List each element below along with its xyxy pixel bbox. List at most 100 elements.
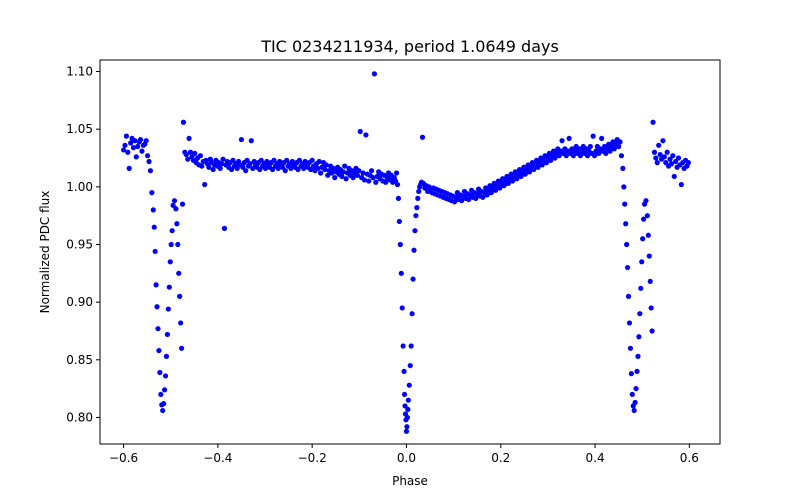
- data-point: [404, 414, 411, 421]
- data-point: [484, 192, 490, 198]
- data-point: [514, 176, 520, 182]
- data-point: [284, 157, 290, 163]
- x-axis-ticks: −0.6 −0.4 −0.2 0.0 0.2 0.4 0.6: [109, 444, 699, 465]
- data-point: [395, 195, 402, 201]
- data-point: [584, 153, 591, 159]
- x-axis-label: Phase: [392, 474, 428, 488]
- data-point: [243, 168, 249, 174]
- x-tick-label: −0.4: [203, 451, 232, 465]
- data-point: [624, 241, 630, 248]
- data-point: [176, 270, 182, 276]
- data-point: [168, 241, 174, 248]
- data-point: [670, 153, 676, 159]
- data-point: [122, 142, 128, 148]
- y-axis-ticks: 0.80 0.85 0.90 0.95 1.00 1.05 1.10: [66, 65, 100, 424]
- data-point: [180, 119, 187, 125]
- data-point: [157, 369, 163, 376]
- data-point: [154, 304, 160, 310]
- y-tick-label: 1.05: [66, 122, 93, 136]
- data-point: [411, 247, 417, 253]
- data-point: [183, 151, 189, 158]
- data-point: [238, 136, 245, 143]
- data-point: [230, 157, 236, 163]
- data-point: [269, 166, 276, 173]
- data-point: [217, 165, 223, 171]
- data-point: [309, 157, 315, 163]
- data-point: [162, 373, 169, 379]
- data-point: [363, 132, 369, 138]
- data-point: [357, 128, 363, 135]
- data-point: [402, 403, 408, 409]
- data-point: [394, 181, 401, 188]
- data-point: [570, 153, 576, 159]
- data-point: [164, 331, 171, 338]
- plot-frame: [99, 59, 721, 445]
- data-point: [339, 173, 345, 180]
- y-tick-label: 1.00: [66, 180, 93, 194]
- data-point: [361, 177, 368, 183]
- data-point: [412, 228, 418, 234]
- data-point: [275, 165, 281, 171]
- data-point: [590, 133, 596, 139]
- data-point: [366, 178, 372, 184]
- data-point: [405, 406, 411, 413]
- data-point: [577, 153, 584, 159]
- data-point: [322, 166, 328, 173]
- data-point: [383, 179, 389, 185]
- data-point: [371, 71, 377, 77]
- data-point: [621, 184, 627, 190]
- data-point: [622, 201, 628, 207]
- data-point: [197, 153, 204, 159]
- data-point: [603, 150, 609, 157]
- data-point: [316, 158, 322, 165]
- x-tick-label: 0.0: [397, 451, 416, 465]
- data-point: [657, 151, 663, 158]
- data-point: [492, 187, 499, 193]
- data-point: [301, 165, 307, 171]
- data-point: [250, 165, 256, 171]
- data-point: [199, 163, 205, 169]
- data-point: [535, 164, 541, 170]
- data-point: [668, 161, 675, 167]
- data-point: [120, 147, 127, 153]
- data-point: [132, 138, 138, 144]
- data-point: [403, 428, 410, 434]
- data-point: [295, 166, 301, 173]
- data-point: [404, 424, 410, 430]
- y-tick-label: 0.80: [66, 410, 93, 424]
- data-point: [667, 156, 673, 162]
- data-point: [587, 143, 593, 150]
- data-point: [566, 135, 572, 142]
- data-point: [123, 133, 129, 139]
- data-point: [591, 153, 598, 159]
- data-point: [643, 198, 649, 204]
- data-point: [160, 407, 166, 414]
- data-point: [416, 188, 422, 195]
- data-point: [161, 387, 168, 393]
- y-axis-label: Normalized PDC flux: [38, 191, 52, 314]
- data-point: [401, 391, 408, 398]
- chart-title: TIC 0234211934, period 1.0649 days: [260, 37, 559, 56]
- data-point: [202, 181, 208, 188]
- data-point: [342, 163, 348, 169]
- data-point: [501, 183, 507, 189]
- data-point: [219, 161, 225, 167]
- data-point: [186, 135, 192, 142]
- data-point: [410, 276, 416, 282]
- data-point: [563, 153, 569, 159]
- data-point: [128, 140, 134, 146]
- data-point: [175, 241, 181, 248]
- data-point: [647, 278, 653, 285]
- data-point: [356, 168, 362, 174]
- x-tick-label: 0.2: [491, 451, 510, 465]
- data-point: [192, 150, 198, 157]
- x-tick-label: −0.6: [109, 451, 138, 465]
- data-point: [629, 391, 635, 398]
- data-point: [158, 391, 164, 398]
- data-point: [634, 368, 640, 374]
- data-point: [466, 196, 472, 203]
- data-point: [296, 157, 303, 163]
- data-point: [618, 153, 625, 159]
- data-point: [179, 201, 186, 207]
